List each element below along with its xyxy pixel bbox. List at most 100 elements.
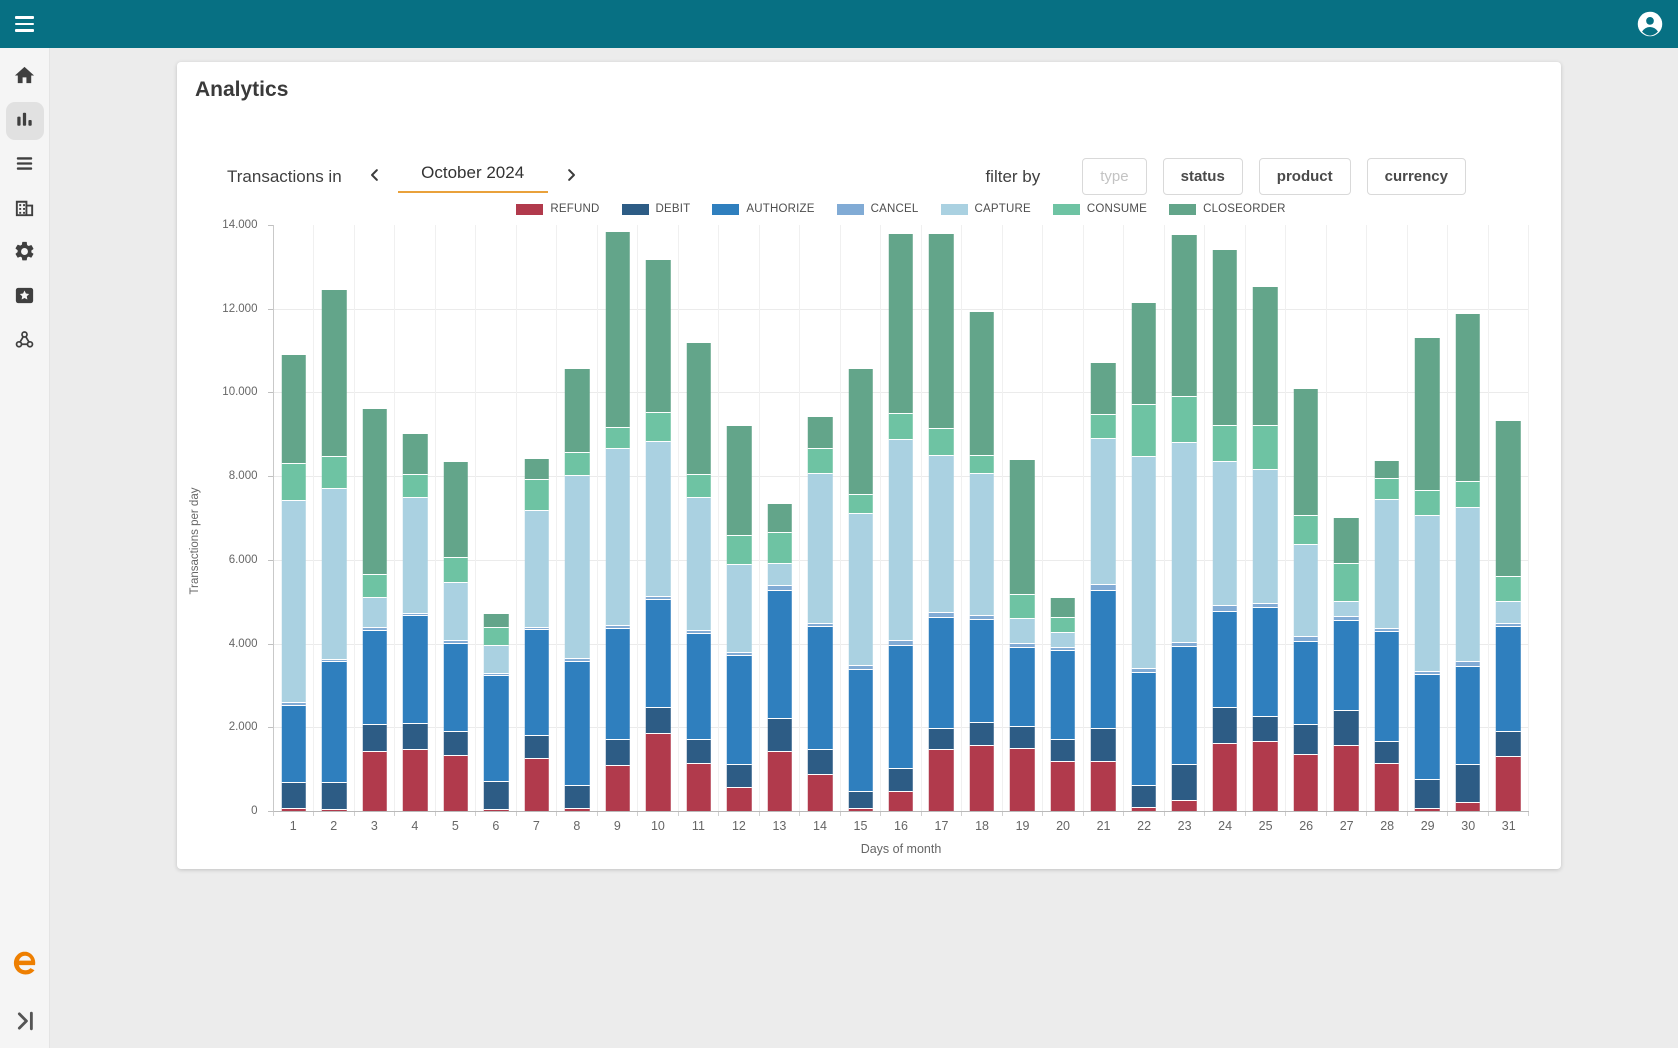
bar-segment-cancel[interactable]: [321, 659, 347, 663]
legend-item-authorize[interactable]: AUTHORIZE: [712, 203, 814, 215]
bar-segment-consume[interactable]: [524, 480, 549, 512]
bar-segment-consume[interactable]: [969, 456, 995, 474]
bar-segment-closeorder[interactable]: [848, 369, 873, 495]
bar-segment-refund[interactable]: [1496, 757, 1521, 811]
bar-segment-consume[interactable]: [402, 474, 428, 498]
stacked-bar-day-10[interactable]: [645, 225, 671, 811]
bar-segment-consume[interactable]: [1496, 576, 1521, 602]
sidebar-item-building[interactable]: [6, 190, 44, 228]
legend-item-closeorder[interactable]: CLOSEORDER: [1169, 203, 1286, 215]
bar-segment-refund[interactable]: [1131, 807, 1157, 811]
bar-segment-closeorder[interactable]: [686, 343, 711, 475]
bar-segment-capture[interactable]: [402, 497, 428, 614]
bar-segment-refund[interactable]: [807, 775, 833, 811]
stacked-bar-day-8[interactable]: [564, 225, 590, 811]
stacked-bar-day-4[interactable]: [402, 225, 428, 811]
bar-segment-authorize[interactable]: [767, 591, 792, 719]
bar-segment-capture[interactable]: [605, 449, 630, 627]
bar-segment-capture[interactable]: [1334, 601, 1359, 618]
bar-segment-debit[interactable]: [605, 739, 630, 766]
bar-segment-refund[interactable]: [1334, 746, 1359, 811]
bar-segment-debit[interactable]: [1212, 708, 1238, 745]
bar-segment-refund[interactable]: [969, 746, 995, 811]
bar-segment-authorize[interactable]: [1293, 641, 1319, 726]
stacked-bar-day-1[interactable]: [281, 225, 306, 811]
bar-segment-capture[interactable]: [969, 473, 995, 616]
bar-segment-consume[interactable]: [1091, 415, 1116, 439]
bar-segment-refund[interactable]: [726, 787, 752, 811]
stacked-bar-day-14[interactable]: [807, 225, 833, 811]
bar-segment-authorize[interactable]: [1415, 674, 1440, 780]
hamburger-icon[interactable]: [0, 0, 48, 48]
bar-segment-refund[interactable]: [1415, 808, 1440, 811]
bar-segment-consume[interactable]: [1172, 396, 1197, 443]
bar-segment-cancel[interactable]: [645, 597, 671, 600]
bar-segment-consume[interactable]: [362, 574, 387, 598]
bar-segment-capture[interactable]: [726, 564, 752, 653]
bar-segment-refund[interactable]: [1050, 761, 1076, 811]
bar-segment-refund[interactable]: [1212, 744, 1238, 811]
bar-segment-authorize[interactable]: [1253, 608, 1278, 717]
sidebar-item-list[interactable]: [6, 146, 44, 184]
bar-segment-debit[interactable]: [686, 739, 711, 764]
bar-segment-consume[interactable]: [645, 412, 671, 442]
bar-segment-cancel[interactable]: [1050, 647, 1076, 652]
bar-segment-authorize[interactable]: [564, 662, 590, 786]
sidebar-item-home[interactable]: [6, 58, 44, 96]
stacked-bar-day-17[interactable]: [929, 225, 954, 811]
bar-segment-authorize[interactable]: [888, 645, 914, 770]
stacked-bar-day-29[interactable]: [1415, 225, 1440, 811]
bar-segment-authorize[interactable]: [807, 626, 833, 751]
bar-segment-capture[interactable]: [524, 511, 549, 628]
legend-item-capture[interactable]: CAPTURE: [940, 203, 1031, 215]
stacked-bar-day-21[interactable]: [1091, 225, 1116, 811]
bar-segment-debit[interactable]: [645, 708, 671, 734]
bar-segment-consume[interactable]: [726, 536, 752, 565]
bar-segment-cancel[interactable]: [888, 640, 914, 646]
bar-segment-closeorder[interactable]: [564, 368, 590, 453]
bar-segment-closeorder[interactable]: [605, 231, 630, 428]
stacked-bar-day-3[interactable]: [362, 225, 387, 811]
bar-segment-refund[interactable]: [1091, 762, 1116, 811]
bar-segment-consume[interactable]: [1415, 490, 1440, 516]
bar-segment-closeorder[interactable]: [1131, 302, 1157, 406]
bar-segment-refund[interactable]: [1374, 763, 1400, 811]
bar-segment-closeorder[interactable]: [645, 259, 671, 413]
bar-segment-refund[interactable]: [848, 808, 873, 811]
bar-segment-cancel[interactable]: [807, 623, 833, 627]
bar-segment-consume[interactable]: [1455, 482, 1481, 508]
bar-segment-consume[interactable]: [281, 463, 306, 502]
bar-segment-capture[interactable]: [1212, 461, 1238, 606]
bar-segment-debit[interactable]: [767, 718, 792, 753]
legend-item-consume[interactable]: CONSUME: [1052, 203, 1147, 215]
bar-segment-closeorder[interactable]: [362, 409, 387, 575]
bar-segment-cancel[interactable]: [281, 703, 306, 707]
bar-segment-closeorder[interactable]: [281, 354, 306, 464]
bar-segment-debit[interactable]: [1374, 741, 1400, 764]
bar-segment-cancel[interactable]: [848, 666, 873, 670]
bar-segment-authorize[interactable]: [1496, 626, 1521, 732]
bar-segment-refund[interactable]: [1293, 754, 1319, 811]
bar-segment-refund[interactable]: [483, 809, 509, 811]
stacked-bar-day-12[interactable]: [726, 225, 752, 811]
bar-segment-refund[interactable]: [402, 750, 428, 811]
bar-segment-consume[interactable]: [1374, 479, 1400, 501]
bar-segment-closeorder[interactable]: [1334, 518, 1359, 565]
bar-segment-closeorder[interactable]: [888, 234, 914, 415]
bar-segment-refund[interactable]: [1455, 802, 1481, 811]
bar-segment-consume[interactable]: [767, 532, 792, 565]
bar-segment-capture[interactable]: [1131, 456, 1157, 669]
bar-segment-capture[interactable]: [686, 497, 711, 632]
bar-segment-closeorder[interactable]: [483, 613, 509, 628]
bar-segment-cancel[interactable]: [1131, 668, 1157, 673]
bar-segment-refund[interactable]: [1010, 749, 1035, 811]
bar-segment-cancel[interactable]: [524, 627, 549, 631]
bar-segment-capture[interactable]: [321, 488, 347, 660]
bar-segment-capture[interactable]: [362, 597, 387, 628]
bar-segment-consume[interactable]: [848, 494, 873, 514]
bar-segment-debit[interactable]: [969, 723, 995, 747]
bar-segment-capture[interactable]: [1091, 438, 1116, 585]
bar-segment-debit[interactable]: [1091, 729, 1116, 763]
stacked-bar-day-22[interactable]: [1131, 225, 1157, 811]
bar-segment-debit[interactable]: [443, 732, 468, 756]
